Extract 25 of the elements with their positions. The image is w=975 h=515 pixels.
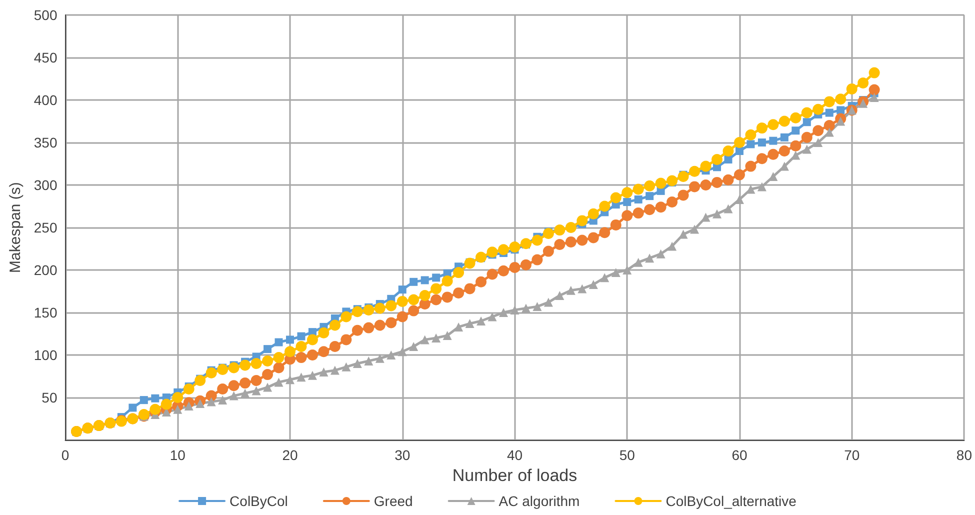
x-tick-label: 10 <box>170 447 186 463</box>
y-tick-label: 400 <box>34 92 58 108</box>
legend-label: ColByCol_alternative <box>666 493 797 509</box>
y-tick-label: 100 <box>34 347 58 363</box>
x-tick-label: 20 <box>282 447 298 463</box>
legend-label: AC algorithm <box>498 493 580 509</box>
x-tick-label: 60 <box>732 447 748 463</box>
x-tick-label: 40 <box>506 447 523 463</box>
legend-label: ColByCol <box>230 493 288 509</box>
x-tick-label: 70 <box>844 447 860 463</box>
legend-label: Greed <box>374 493 413 509</box>
y-axis-title: Makespan (s) <box>7 182 24 273</box>
y-tick-label: 200 <box>34 262 58 278</box>
y-tick-label: 150 <box>34 304 58 320</box>
x-axis-title: Number of loads <box>452 466 578 485</box>
y-tick-label: 350 <box>34 134 58 150</box>
x-tick-label: 0 <box>61 447 70 463</box>
x-tick-label: 30 <box>394 447 410 463</box>
y-tick-label: 500 <box>34 7 58 23</box>
x-tick-label: 80 <box>956 447 972 463</box>
y-tick-label: 50 <box>42 390 58 406</box>
y-tick-label: 250 <box>34 220 58 236</box>
x-tick-label: 50 <box>619 447 636 463</box>
y-tick-label: 300 <box>34 177 58 193</box>
y-tick-label: 450 <box>34 50 58 66</box>
